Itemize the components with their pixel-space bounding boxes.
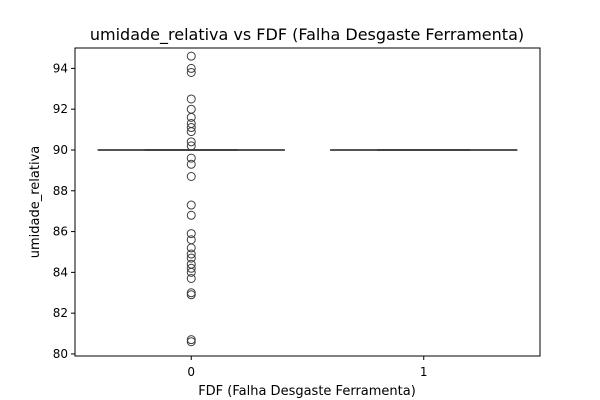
outlier-point <box>186 153 196 163</box>
outlier-point <box>186 273 196 283</box>
outlier-point <box>186 249 196 259</box>
y-axis-label: umidade_relativa <box>28 146 43 259</box>
outlier-point <box>186 210 196 220</box>
y-axis: 80 82 84 86 88 90 92 94 <box>53 61 75 361</box>
outlier-point <box>186 337 196 347</box>
outlier-point <box>186 104 196 114</box>
outlier-point <box>186 229 196 239</box>
x-axis-label: FDF (Falha Desgaste Ferramenta) <box>198 384 416 399</box>
outlier-point <box>186 267 196 277</box>
outlier-point <box>186 112 196 122</box>
y-tick-label: 94 <box>53 61 68 75</box>
outlier-point <box>186 263 196 273</box>
outlier-point <box>186 172 196 182</box>
outlier-point <box>186 200 196 210</box>
outlier-point <box>186 51 196 61</box>
x-tick-label: 0 <box>187 365 195 379</box>
outlier-point <box>186 67 196 77</box>
x-tick-label: 1 <box>420 365 428 379</box>
chart-title: umidade_relativa vs FDF (Falha Desgaste … <box>90 25 524 45</box>
outlier-point <box>186 243 196 253</box>
y-tick-label: 86 <box>53 225 68 239</box>
y-tick-label: 88 <box>53 184 68 198</box>
outlier-point <box>186 253 196 263</box>
outlier-point <box>186 94 196 104</box>
plot-area <box>97 51 518 347</box>
outlier-point <box>186 63 196 73</box>
plot-frame <box>74 47 541 357</box>
y-tick-label: 82 <box>53 306 68 320</box>
outlier-point <box>186 159 196 169</box>
box-group-0 <box>97 51 285 347</box>
outlier-point <box>186 127 196 137</box>
outlier-point <box>186 335 196 345</box>
outlier-point <box>186 290 196 300</box>
outlier-point <box>186 123 196 133</box>
y-tick-label: 92 <box>53 102 68 116</box>
outlier-point <box>186 288 196 298</box>
outlier-point <box>186 141 196 151</box>
y-tick-label: 80 <box>53 347 68 361</box>
outlier-point <box>186 235 196 245</box>
outlier-point <box>186 137 196 147</box>
y-tick-label: 90 <box>53 143 68 157</box>
y-tick-label: 84 <box>53 265 68 279</box>
